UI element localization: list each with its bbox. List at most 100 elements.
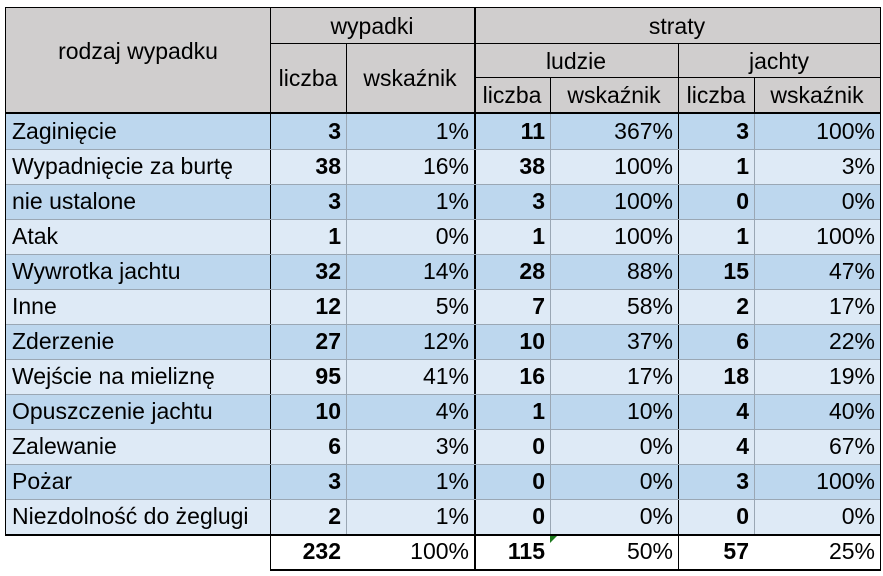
row-label[interactable]: nie ustalone	[6, 184, 270, 219]
row-ludzie-wskaznik[interactable]: 100%	[550, 219, 678, 254]
header-jachty-liczba[interactable]: liczba	[678, 78, 754, 112]
row-ludzie-wskaznik[interactable]: 100%	[550, 184, 678, 219]
row-wypadki-liczba[interactable]: 32	[270, 254, 346, 289]
row-label[interactable]: Pożar	[6, 464, 270, 499]
header-rodzaj-wypadku[interactable]: rodzaj wypadku	[6, 8, 270, 112]
row-jachty-wskaznik[interactable]: 3%	[754, 149, 880, 184]
row-ludzie-liczba[interactable]: 10	[474, 324, 550, 359]
row-ludzie-wskaznik[interactable]: 367%	[550, 114, 678, 149]
row-wypadki-wskaznik[interactable]: 0%	[346, 219, 474, 254]
row-ludzie-liczba[interactable]: 0	[474, 429, 550, 464]
row-jachty-liczba[interactable]: 3	[678, 114, 754, 149]
row-jachty-liczba[interactable]: 0	[678, 499, 754, 534]
row-wypadki-wskaznik[interactable]: 4%	[346, 394, 474, 429]
row-label[interactable]: Zalewanie	[6, 429, 270, 464]
row-ludzie-liczba[interactable]: 0	[474, 464, 550, 499]
row-wypadki-liczba[interactable]: 95	[270, 359, 346, 394]
row-ludzie-liczba[interactable]: 16	[474, 359, 550, 394]
row-label[interactable]: Wypadnięcie za burtę	[6, 149, 270, 184]
row-wypadki-wskaznik[interactable]: 1%	[346, 114, 474, 149]
row-ludzie-wskaznik[interactable]: 0%	[550, 499, 678, 534]
total-jachty-wskaznik[interactable]: 25%	[754, 534, 880, 569]
row-ludzie-wskaznik[interactable]: 17%	[550, 359, 678, 394]
header-wypadki-liczba[interactable]: liczba	[270, 44, 346, 112]
total-wypadki-liczba[interactable]: 232	[270, 534, 346, 569]
row-ludzie-wskaznik[interactable]: 100%	[550, 149, 678, 184]
row-wypadki-wskaznik[interactable]: 1%	[346, 184, 474, 219]
row-wypadki-wskaznik[interactable]: 1%	[346, 499, 474, 534]
row-jachty-wskaznik[interactable]: 40%	[754, 394, 880, 429]
row-ludzie-wskaznik[interactable]: 37%	[550, 324, 678, 359]
row-wypadki-liczba[interactable]: 3	[270, 114, 346, 149]
row-jachty-wskaznik[interactable]: 67%	[754, 429, 880, 464]
row-jachty-liczba[interactable]: 2	[678, 289, 754, 324]
row-wypadki-wskaznik[interactable]: 14%	[346, 254, 474, 289]
row-label[interactable]: Inne	[6, 289, 270, 324]
row-ludzie-wskaznik[interactable]: 0%	[550, 429, 678, 464]
row-jachty-wskaznik[interactable]: 19%	[754, 359, 880, 394]
header-jachty[interactable]: jachty	[678, 44, 880, 78]
row-ludzie-wskaznik[interactable]: 88%	[550, 254, 678, 289]
row-wypadki-wskaznik[interactable]: 16%	[346, 149, 474, 184]
total-ludzie-liczba[interactable]: 115	[474, 534, 550, 569]
row-ludzie-liczba[interactable]: 0	[474, 499, 550, 534]
total-wypadki-wskaznik[interactable]: 100%	[346, 534, 474, 569]
row-jachty-wskaznik[interactable]: 100%	[754, 464, 880, 499]
row-wypadki-liczba[interactable]: 12	[270, 289, 346, 324]
header-jachty-wskaznik[interactable]: wskaźnik	[754, 78, 880, 112]
row-label[interactable]: Wywrotka jachtu	[6, 254, 270, 289]
row-jachty-wskaznik[interactable]: 47%	[754, 254, 880, 289]
row-wypadki-liczba[interactable]: 3	[270, 464, 346, 499]
row-jachty-wskaznik[interactable]: 100%	[754, 114, 880, 149]
row-label[interactable]: Wejście na mieliznę	[6, 359, 270, 394]
header-wypadki-wskaznik[interactable]: wskaźnik	[346, 44, 474, 112]
row-ludzie-liczba[interactable]: 28	[474, 254, 550, 289]
row-label[interactable]: Zaginięcie	[6, 114, 270, 149]
row-jachty-wskaznik[interactable]: 0%	[754, 499, 880, 534]
row-wypadki-wskaznik[interactable]: 3%	[346, 429, 474, 464]
row-jachty-wskaznik[interactable]: 22%	[754, 324, 880, 359]
row-ludzie-wskaznik[interactable]: 58%	[550, 289, 678, 324]
row-jachty-wskaznik[interactable]: 100%	[754, 219, 880, 254]
row-jachty-wskaznik[interactable]: 17%	[754, 289, 880, 324]
total-jachty-liczba[interactable]: 57	[678, 534, 754, 569]
row-wypadki-liczba[interactable]: 38	[270, 149, 346, 184]
row-label[interactable]: Niezdolność do żeglugi	[6, 499, 270, 534]
row-jachty-liczba[interactable]: 0	[678, 184, 754, 219]
header-wypadki[interactable]: wypadki	[270, 8, 474, 44]
row-jachty-liczba[interactable]: 4	[678, 394, 754, 429]
comment-indicator-icon[interactable]	[550, 535, 558, 543]
row-label[interactable]: Opuszczenie jachtu	[6, 394, 270, 429]
header-ludzie-liczba[interactable]: liczba	[474, 78, 550, 112]
row-jachty-liczba[interactable]: 15	[678, 254, 754, 289]
row-wypadki-wskaznik[interactable]: 12%	[346, 324, 474, 359]
row-wypadki-wskaznik[interactable]: 1%	[346, 464, 474, 499]
row-label[interactable]: Zderzenie	[6, 324, 270, 359]
row-ludzie-liczba[interactable]: 7	[474, 289, 550, 324]
row-ludzie-wskaznik[interactable]: 0%	[550, 464, 678, 499]
row-jachty-liczba[interactable]: 4	[678, 429, 754, 464]
row-ludzie-liczba[interactable]: 1	[474, 394, 550, 429]
row-wypadki-liczba[interactable]: 3	[270, 184, 346, 219]
total-ludzie-wskaznik[interactable]: 50%	[550, 534, 678, 569]
row-wypadki-liczba[interactable]: 1	[270, 219, 346, 254]
row-jachty-liczba[interactable]: 1	[678, 219, 754, 254]
row-wypadki-liczba[interactable]: 27	[270, 324, 346, 359]
row-jachty-liczba[interactable]: 18	[678, 359, 754, 394]
row-jachty-liczba[interactable]: 6	[678, 324, 754, 359]
row-ludzie-liczba[interactable]: 11	[474, 114, 550, 149]
row-jachty-wskaznik[interactable]: 0%	[754, 184, 880, 219]
row-wypadki-wskaznik[interactable]: 41%	[346, 359, 474, 394]
row-ludzie-liczba[interactable]: 1	[474, 219, 550, 254]
row-wypadki-liczba[interactable]: 6	[270, 429, 346, 464]
row-wypadki-wskaznik[interactable]: 5%	[346, 289, 474, 324]
row-jachty-liczba[interactable]: 3	[678, 464, 754, 499]
row-ludzie-liczba[interactable]: 38	[474, 149, 550, 184]
header-ludzie[interactable]: ludzie	[474, 44, 678, 78]
header-ludzie-wskaznik[interactable]: wskaźnik	[550, 78, 678, 112]
row-wypadki-liczba[interactable]: 10	[270, 394, 346, 429]
row-jachty-liczba[interactable]: 1	[678, 149, 754, 184]
row-wypadki-liczba[interactable]: 2	[270, 499, 346, 534]
row-label[interactable]: Atak	[6, 219, 270, 254]
row-ludzie-wskaznik[interactable]: 10%	[550, 394, 678, 429]
